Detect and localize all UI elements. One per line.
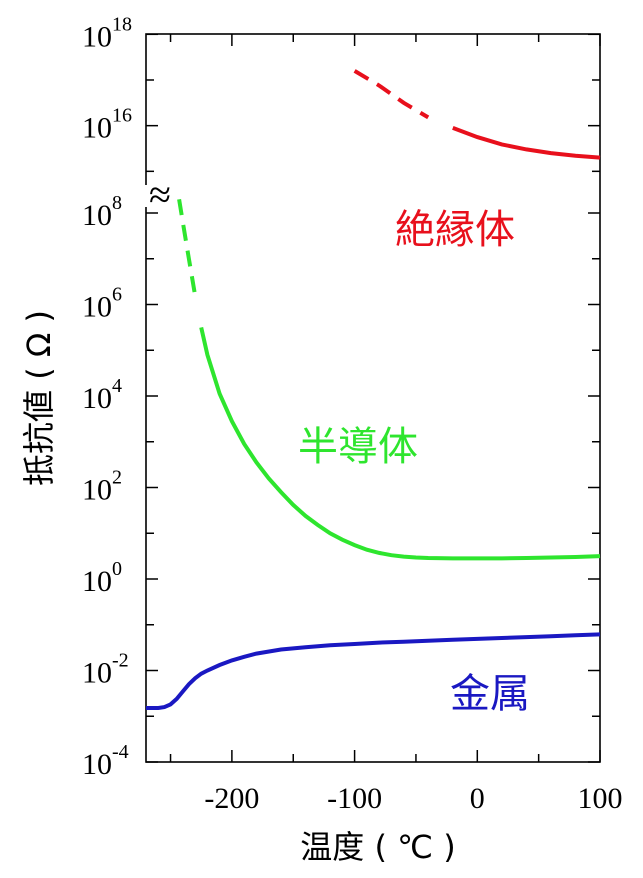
series-line-dashed xyxy=(353,69,430,120)
x-tick-label: -200 xyxy=(204,782,259,815)
series-layer xyxy=(146,69,601,710)
y-tick-label: 108 xyxy=(82,192,122,232)
series-line-dashed xyxy=(177,198,198,296)
x-axis-ticks: -200 -100 0 100 xyxy=(169,34,623,815)
series-line xyxy=(199,326,601,561)
y-tick-label: 1016 xyxy=(82,105,132,145)
y-tick-label: 100 xyxy=(82,558,122,598)
series-label: 絶縁体 xyxy=(395,207,515,253)
series-line xyxy=(146,632,601,710)
y-tick-label: 1018 xyxy=(82,13,132,53)
x-tick-label: 100 xyxy=(578,782,623,815)
x-axis-title: 温度 ( ℃ ) xyxy=(300,828,455,866)
x-tick-label: -100 xyxy=(327,782,382,815)
y-tick-label: 106 xyxy=(82,284,122,324)
x-tick-label: 0 xyxy=(470,782,485,815)
y-axis-ticks: 10-4 10-2 100 102 104 106 108 1016 1018 xyxy=(82,13,600,781)
axis-break-mark: ≈ xyxy=(149,172,171,217)
y-tick-label: 102 xyxy=(82,467,122,507)
plot-frame xyxy=(145,33,601,763)
y-tick-label: 10-4 xyxy=(82,741,129,781)
axis-break-mask xyxy=(138,185,184,207)
series-line xyxy=(452,126,601,160)
series-label: 金属 xyxy=(450,671,530,717)
y-axis-title: 抵抗値 ( Ω ) xyxy=(20,310,58,486)
series-label: 半導体 xyxy=(298,424,418,470)
y-axis-break: ≈ xyxy=(138,172,184,217)
y-tick-label: 10-2 xyxy=(82,650,129,690)
y-tick-label: 104 xyxy=(82,375,122,415)
